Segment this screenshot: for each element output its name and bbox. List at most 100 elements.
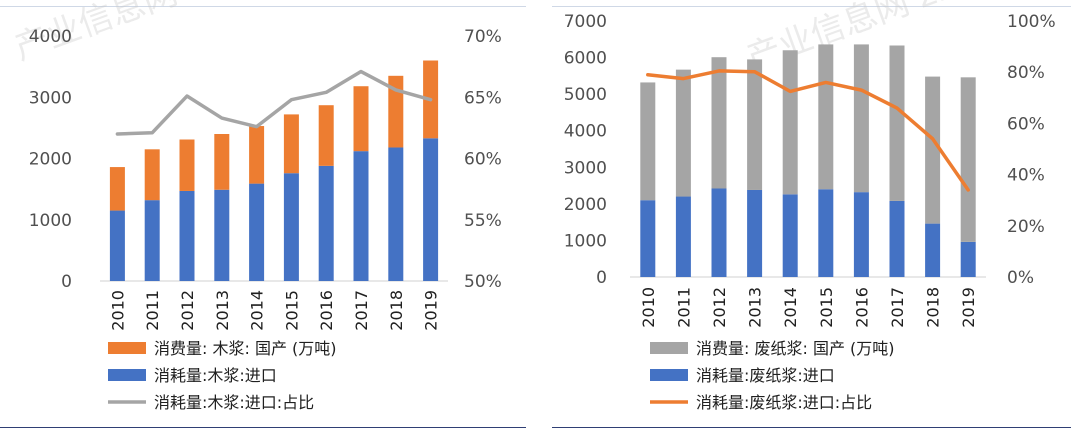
legend-label: 消费量: 废纸浆: 国产 (万吨) [696, 339, 895, 358]
y2-tick-label: 80% [1007, 63, 1045, 83]
y-tick-label: 1000 [564, 231, 607, 251]
top-rule [552, 6, 1071, 7]
y2-tick-label: 70% [464, 27, 502, 47]
x-tick-label: 2011 [674, 287, 693, 328]
bar-domestic-2015 [818, 44, 834, 190]
bar-import-2013 [214, 189, 230, 281]
bar-domestic-2012 [711, 57, 727, 189]
x-tick-label: 2011 [143, 290, 162, 331]
x-tick-label: 2019 [959, 287, 978, 328]
legend-label: 消耗量:木浆:进口 [154, 366, 277, 385]
x-tick-label: 2017 [352, 290, 371, 331]
bar-domestic-2018 [925, 76, 941, 224]
bar-import-2019 [423, 138, 439, 281]
bar-import-2019 [960, 241, 976, 277]
x-tick-label: 2016 [852, 287, 871, 328]
bar-import-2012 [179, 190, 195, 281]
y2-tick-label: 100% [1007, 12, 1056, 32]
bar-import-2010 [109, 210, 125, 281]
x-tick-label: 2018 [387, 290, 406, 331]
share-line [115, 69, 433, 136]
bar-domestic-2012 [179, 139, 195, 191]
bar-import-2018 [388, 147, 404, 281]
bar-domestic-2017 [889, 45, 905, 201]
y2-tick-label: 55% [464, 211, 502, 231]
bar-import-2017 [889, 200, 905, 277]
x-tick-label: 2010 [108, 290, 127, 331]
y-tick-label: 4000 [564, 122, 607, 142]
y2-tick-label: 65% [464, 88, 502, 108]
y-tick-label: 2000 [29, 150, 72, 170]
x-tick-label: 2016 [317, 290, 336, 331]
bar-import-2015 [283, 173, 299, 281]
chart-panel-wood-pulp: 产业信息网 chanxinxi.com0100020003000400050%5… [0, 0, 526, 434]
legend-label: 消耗量:木浆:进口:占比 [154, 393, 314, 412]
bar-domestic-2015 [283, 114, 299, 174]
x-tick-label: 2014 [781, 287, 800, 328]
x-tick-label: 2012 [178, 290, 197, 331]
bar-import-2010 [640, 200, 656, 277]
legend-label: 消耗量:废纸浆:进口 [696, 366, 835, 385]
y-tick-label: 0 [61, 272, 72, 292]
legend-label: 消费量: 木浆: 国产 (万吨) [154, 339, 337, 358]
y-tick-label: 7000 [564, 12, 607, 32]
bar-domestic-2011 [144, 149, 160, 201]
y-tick-label: 4000 [29, 27, 72, 47]
bar-import-2016 [853, 192, 869, 277]
y-tick-label: 3000 [29, 88, 72, 108]
bar-domestic-2014 [249, 126, 265, 184]
share-line [646, 69, 970, 192]
legend-swatch [650, 342, 688, 354]
y-tick-label: 3000 [564, 158, 607, 178]
legend-label: 消耗量:废纸浆:进口:占比 [696, 393, 872, 412]
bottom-rule [0, 427, 526, 428]
x-tick-label: 2013 [746, 287, 765, 328]
bar-import-2017 [353, 151, 369, 281]
x-tick-label: 2015 [282, 290, 301, 331]
bar-import-2011 [675, 196, 691, 277]
y-tick-label: 1000 [29, 211, 72, 231]
y-tick-label: 0 [596, 268, 607, 288]
bar-import-2014 [782, 194, 798, 277]
bar-import-2012 [711, 188, 727, 277]
bar-import-2014 [249, 183, 265, 281]
x-tick-label: 2012 [710, 287, 729, 328]
legend-swatch [108, 369, 146, 381]
y-tick-label: 6000 [564, 49, 607, 69]
y2-tick-label: 0% [1007, 268, 1034, 288]
y2-tick-label: 50% [464, 272, 502, 292]
bar-domestic-2014 [782, 50, 798, 195]
bar-domestic-2010 [640, 82, 656, 201]
bar-domestic-2019 [960, 77, 976, 242]
x-tick-label: 2018 [924, 287, 943, 328]
bar-domestic-2013 [747, 59, 763, 190]
x-tick-label: 2017 [888, 287, 907, 328]
y2-tick-label: 40% [1007, 166, 1045, 186]
bar-import-2011 [144, 200, 160, 281]
x-tick-label: 2015 [817, 287, 836, 328]
x-tick-label: 2019 [422, 290, 441, 331]
y2-tick-label: 60% [1007, 114, 1045, 134]
chart-panel-waste-paper-pulp: 产业信息网 zichanxinxi.com0100020003000400050… [552, 0, 1071, 434]
bar-import-2018 [925, 223, 941, 277]
x-tick-label: 2010 [639, 287, 658, 328]
bar-domestic-2013 [214, 134, 230, 190]
y-tick-label: 2000 [564, 195, 607, 215]
bar-import-2013 [747, 189, 763, 277]
top-rule [0, 6, 526, 7]
bar-import-2016 [318, 165, 334, 281]
legend-swatch [108, 342, 146, 354]
x-tick-label: 2014 [248, 290, 267, 331]
bar-domestic-2011 [675, 69, 691, 197]
bottom-rule [552, 427, 1071, 428]
bar-domestic-2010 [109, 167, 125, 211]
bar-domestic-2018 [388, 75, 404, 148]
wood-pulp-chart: 产业信息网 chanxinxi.com0100020003000400050%5… [9, 0, 502, 412]
bar-domestic-2017 [353, 86, 369, 152]
bar-import-2015 [818, 189, 834, 277]
waste-paper-pulp-chart: 产业信息网 zichanxinxi.com0100020003000400050… [564, 0, 1071, 412]
y-tick-label: 5000 [564, 85, 607, 105]
y2-tick-label: 20% [1007, 217, 1045, 237]
bar-domestic-2016 [318, 105, 334, 166]
y2-tick-label: 60% [464, 150, 502, 170]
